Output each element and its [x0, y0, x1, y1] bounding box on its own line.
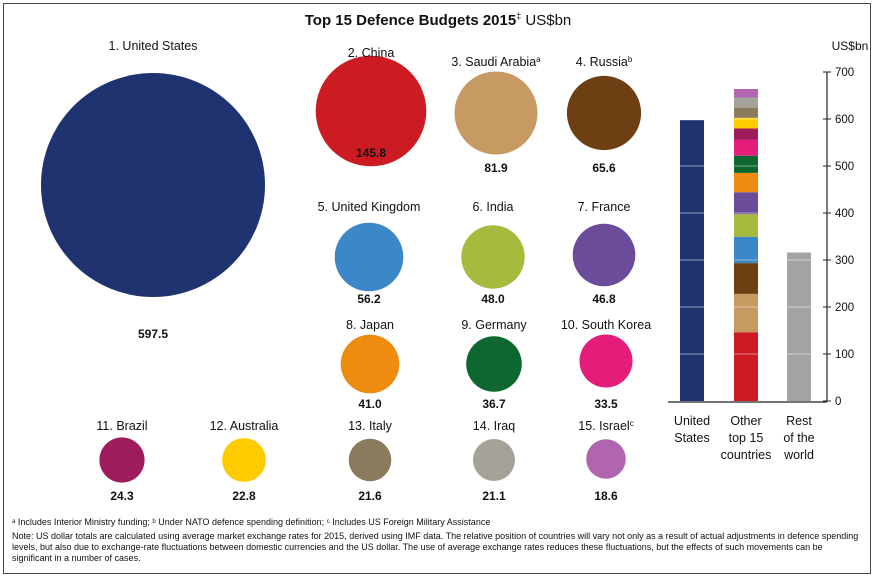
category-label-0-1: States	[674, 431, 709, 445]
bubble-value-10: 33.5	[594, 397, 618, 411]
y-tick-label-700: 700	[835, 67, 854, 79]
bubble-value-13: 21.6	[358, 489, 382, 503]
bar-rest-of-world	[787, 252, 811, 401]
y-tick-label-400: 400	[835, 208, 854, 220]
bubble-12	[222, 438, 266, 482]
category-label-2-1: of the	[783, 431, 814, 445]
category-label-1-0: Other	[730, 414, 761, 428]
bubble-value-7: 46.8	[592, 292, 616, 306]
y-tick-label-0: 0	[835, 396, 841, 408]
bubble-label-5: 5. United Kingdom	[318, 200, 421, 214]
bubble-value-3: 81.9	[484, 161, 508, 175]
bubble-11	[99, 437, 145, 483]
bar-segment-5	[734, 236, 758, 264]
note: Note: US dollar totals are calculated us…	[12, 531, 859, 563]
bubble-value-1: 597.5	[138, 327, 168, 341]
y-tick-label-200: 200	[835, 302, 854, 314]
y-axis-label: US$bn	[832, 39, 869, 53]
bubble-value-11: 24.3	[110, 489, 134, 503]
bubble-label-10: 10. South Korea	[561, 318, 651, 332]
y-tick-label-100: 100	[835, 349, 854, 361]
bubble-label-7: 7. France	[578, 200, 631, 214]
chart-title: Top 15 Defence Budgets 2015‡ US$bn	[0, 11, 876, 29]
bar-segment-11	[734, 128, 758, 140]
bubble-label-6: 6. India	[472, 200, 513, 214]
bubble-label-14: 14. Iraq	[473, 419, 515, 433]
bubble-7	[572, 223, 636, 287]
category-label-0-0: United	[674, 414, 710, 428]
bar-segment-6	[734, 214, 758, 237]
bubble-14	[473, 439, 515, 481]
category-label-1-1: top 15	[729, 431, 764, 445]
bubble-10	[579, 334, 633, 388]
bar-united-states	[680, 120, 704, 402]
bubble-value-15: 18.6	[594, 489, 618, 503]
category-label-2-2: world	[783, 448, 814, 462]
bubble-2	[315, 55, 427, 167]
bubble-9	[466, 336, 522, 392]
bubble-label-8: 8. Japan	[346, 318, 394, 332]
bubble-3	[454, 71, 538, 155]
bar-segment-3	[734, 294, 758, 333]
bar-segment-13	[734, 107, 758, 118]
bar-segment-12	[734, 117, 758, 129]
bubble-value-12: 22.8	[232, 489, 256, 503]
bubble-label-13: 13. Italy	[348, 419, 393, 433]
bar-segment-4	[734, 263, 758, 294]
chart-frame	[3, 3, 871, 574]
y-tick-label-500: 500	[835, 161, 854, 173]
bubble-value-8: 41.0	[358, 397, 382, 411]
bar-segment-2	[734, 332, 758, 401]
bubble-label-12: 12. Australia	[210, 419, 279, 433]
bubble-value-9: 36.7	[482, 397, 506, 411]
bubble-label-15: 15. Israelc	[578, 419, 633, 434]
bubble-label-9: 9. Germany	[461, 318, 527, 332]
bubble-15	[586, 439, 626, 479]
bubble-13	[348, 438, 392, 482]
bar-segment-14	[734, 97, 758, 108]
bubble-5	[334, 222, 404, 292]
bubble-label-1: 1. United States	[109, 39, 198, 53]
bubble-4	[566, 75, 642, 151]
bar-segment-8	[734, 172, 758, 193]
bar-segment-10	[734, 139, 758, 156]
bar-segment-9	[734, 155, 758, 173]
chart-title-unit: US$bn	[525, 12, 572, 29]
bubble-value-2: 145.8	[356, 146, 386, 160]
category-label-2-0: Rest	[786, 414, 812, 428]
bubble-label-4: 4. Russiab	[576, 55, 633, 70]
bubble-label-2: 2. China	[348, 46, 395, 60]
bar-segment-7	[734, 192, 758, 215]
bubble-value-14: 21.1	[482, 489, 506, 503]
footnote: ᵃ Includes Interior Ministry funding; ᵇ …	[12, 517, 491, 527]
bar-segment-15	[734, 89, 758, 98]
y-tick-label-300: 300	[835, 255, 854, 267]
category-label-1-2: countries	[721, 448, 772, 462]
bubble-1	[41, 73, 265, 297]
bubble-value-4: 65.6	[592, 161, 616, 175]
chart-title-marker: ‡	[516, 11, 522, 21]
bubble-value-5: 56.2	[357, 292, 381, 306]
bubble-label-11: 11. Brazil	[96, 419, 147, 433]
bubble-8	[340, 334, 400, 394]
y-tick-label-600: 600	[835, 114, 854, 126]
bubble-label-3: 3. Saudi Arabiaa	[451, 55, 541, 70]
chart-title-main: Top 15 Defence Budgets 2015	[304, 12, 517, 29]
bubble-6	[461, 225, 525, 289]
bubble-value-6: 48.0	[481, 292, 505, 306]
